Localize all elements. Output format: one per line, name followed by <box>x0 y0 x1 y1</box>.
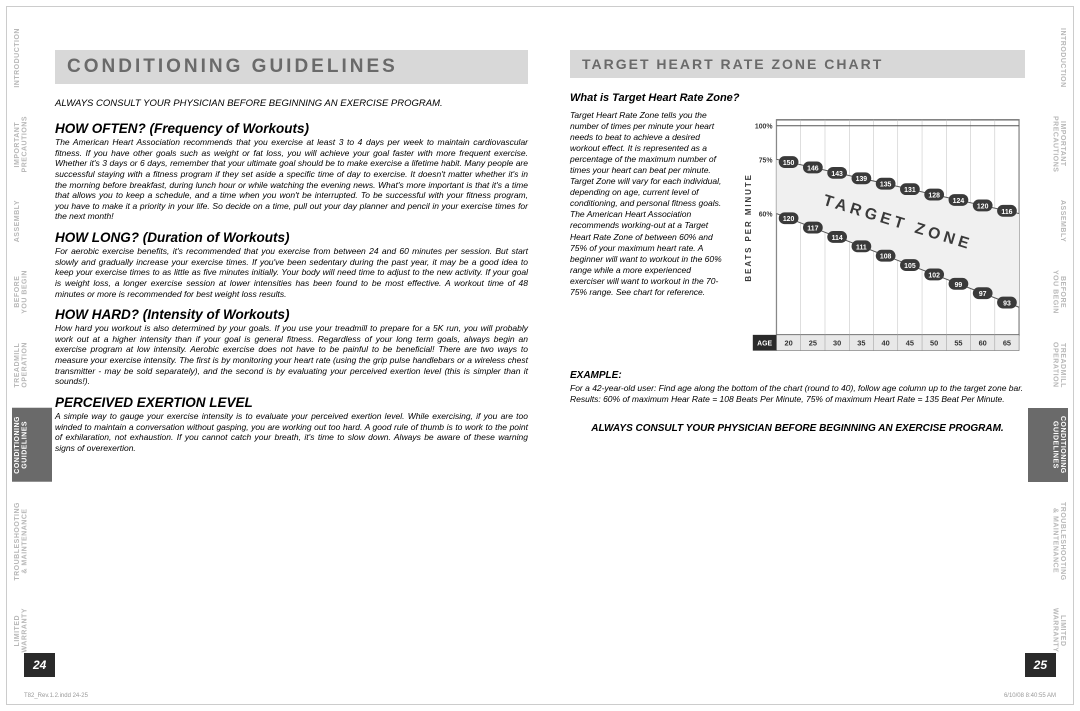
chart-question: What is Target Heart Rate Zone? <box>570 92 1025 104</box>
nav-tab[interactable]: TREADMILLOPERATION <box>12 334 52 396</box>
svg-text:150: 150 <box>783 160 795 167</box>
svg-text:55: 55 <box>954 339 962 348</box>
nav-tab[interactable]: TROUBLESHOOTING& MAINTENANCE <box>1028 494 1068 589</box>
nav-tab[interactable]: CONDITIONINGGUIDELINES <box>12 408 52 482</box>
nav-tab[interactable]: LIMITEDWARRANTY <box>12 600 52 660</box>
disclaimer-left: ALWAYS CONSULT YOUR PHYSICIAN BEFORE BEG… <box>55 98 528 109</box>
page-left: INTRODUCTION IMPORTANTPRECAUTIONS ASSEMBLY… <box>0 0 540 711</box>
sections-container: HOW OFTEN? (Frequency of Workouts)The Am… <box>55 121 528 453</box>
svg-text:35: 35 <box>857 339 865 348</box>
svg-text:131: 131 <box>904 187 916 194</box>
svg-text:120: 120 <box>977 203 989 210</box>
section-heading: HOW OFTEN? (Frequency of Workouts) <box>55 121 528 136</box>
chart-container: 100%75%60%TARGET ZONE1501201461171431141… <box>739 110 1025 362</box>
svg-text:97: 97 <box>979 291 987 298</box>
svg-text:30: 30 <box>833 339 841 348</box>
svg-text:45: 45 <box>906 339 914 348</box>
section-heading: PERCEIVED EXERTION LEVEL <box>55 395 528 410</box>
svg-text:146: 146 <box>807 165 819 172</box>
svg-text:BEATS PER MINUTE: BEATS PER MINUTE <box>744 173 753 281</box>
nav-tab[interactable]: IMPORTANTPRECAUTIONS <box>12 108 52 180</box>
section-header-right: TARGET HEART RATE ZONE CHART <box>570 50 1025 78</box>
nav-tab[interactable]: BEFOREYOU BEGIN <box>1028 262 1068 322</box>
svg-text:75%: 75% <box>759 157 773 164</box>
svg-text:117: 117 <box>807 226 818 233</box>
page-title-right: TARGET HEART RATE ZONE CHART <box>582 56 1013 72</box>
svg-text:65: 65 <box>1003 339 1011 348</box>
svg-text:40: 40 <box>882 339 890 348</box>
page-number-right: 25 <box>1025 653 1056 677</box>
svg-text:100%: 100% <box>755 124 773 131</box>
svg-text:93: 93 <box>1003 301 1011 308</box>
svg-text:128: 128 <box>928 193 940 200</box>
svg-text:60%: 60% <box>759 212 773 219</box>
example-heading: EXAMPLE: <box>570 370 1025 381</box>
nav-tab[interactable]: ASSEMBLY <box>12 192 52 250</box>
nav-tab[interactable]: CONDITIONINGGUIDELINES <box>1028 408 1068 482</box>
footer-right: 6/10/08 8:40:55 AM <box>1004 693 1056 699</box>
nav-tabs-left: INTRODUCTION IMPORTANTPRECAUTIONS ASSEMBLY… <box>12 0 52 711</box>
svg-text:108: 108 <box>880 254 892 261</box>
section-heading: HOW LONG? (Duration of Workouts) <box>55 230 528 245</box>
nav-tab[interactable]: BEFOREYOU BEGIN <box>12 262 52 322</box>
bottom-disclaimer: ALWAYS CONSULT YOUR PHYSICIAN BEFORE BEG… <box>570 423 1025 434</box>
nav-tabs-right: INTRODUCTION IMPORTANTPRECAUTIONS ASSEMBLY… <box>1028 0 1068 711</box>
page-title-left: CONDITIONING GUIDELINES <box>67 56 516 78</box>
nav-tab[interactable]: ASSEMBLY <box>1028 192 1068 250</box>
svg-text:135: 135 <box>880 182 892 189</box>
section-header-left: CONDITIONING GUIDELINES <box>55 50 528 84</box>
section-body: The American Heart Association recommend… <box>55 137 528 222</box>
svg-text:120: 120 <box>783 216 795 223</box>
svg-text:25: 25 <box>809 339 817 348</box>
footer-left: T82_Rev.1.2.indd 24-25 <box>24 693 88 699</box>
example-text: For a 42-year-old user: Find age along t… <box>570 383 1025 405</box>
svg-text:60: 60 <box>979 339 987 348</box>
svg-text:50: 50 <box>930 339 938 348</box>
nav-tab[interactable]: IMPORTANTPRECAUTIONS <box>1028 108 1068 180</box>
section-body: How hard you workout is also determined … <box>55 323 528 387</box>
svg-text:116: 116 <box>1001 209 1012 216</box>
section-body: A simple way to gauge your exercise inte… <box>55 411 528 454</box>
svg-text:105: 105 <box>904 263 916 270</box>
section-heading: HOW HARD? (Intensity of Workouts) <box>55 307 528 322</box>
heart-rate-chart: 100%75%60%TARGET ZONE1501201461171431141… <box>739 110 1025 357</box>
nav-tab[interactable]: TREADMILLOPERATION <box>1028 334 1068 396</box>
svg-text:114: 114 <box>832 235 843 242</box>
nav-tab[interactable]: TROUBLESHOOTING& MAINTENANCE <box>12 494 52 589</box>
nav-tab[interactable]: LIMITEDWARRANTY <box>1028 600 1068 660</box>
svg-text:139: 139 <box>856 176 868 183</box>
page-number-left: 24 <box>24 653 55 677</box>
svg-text:AGE: AGE <box>757 341 772 348</box>
svg-text:143: 143 <box>831 171 843 178</box>
page-right: INTRODUCTION IMPORTANTPRECAUTIONS ASSEMBLY… <box>540 0 1080 711</box>
chart-explain: Target Heart Rate Zone tells you the num… <box>570 110 725 362</box>
svg-text:102: 102 <box>928 272 940 279</box>
svg-text:99: 99 <box>955 282 963 289</box>
nav-tab[interactable]: INTRODUCTION <box>12 20 52 96</box>
svg-text:20: 20 <box>784 339 792 348</box>
section-body: For aerobic exercise benefits, it's reco… <box>55 246 528 299</box>
svg-text:111: 111 <box>856 244 867 251</box>
svg-text:124: 124 <box>953 198 965 205</box>
nav-tab[interactable]: INTRODUCTION <box>1028 20 1068 96</box>
